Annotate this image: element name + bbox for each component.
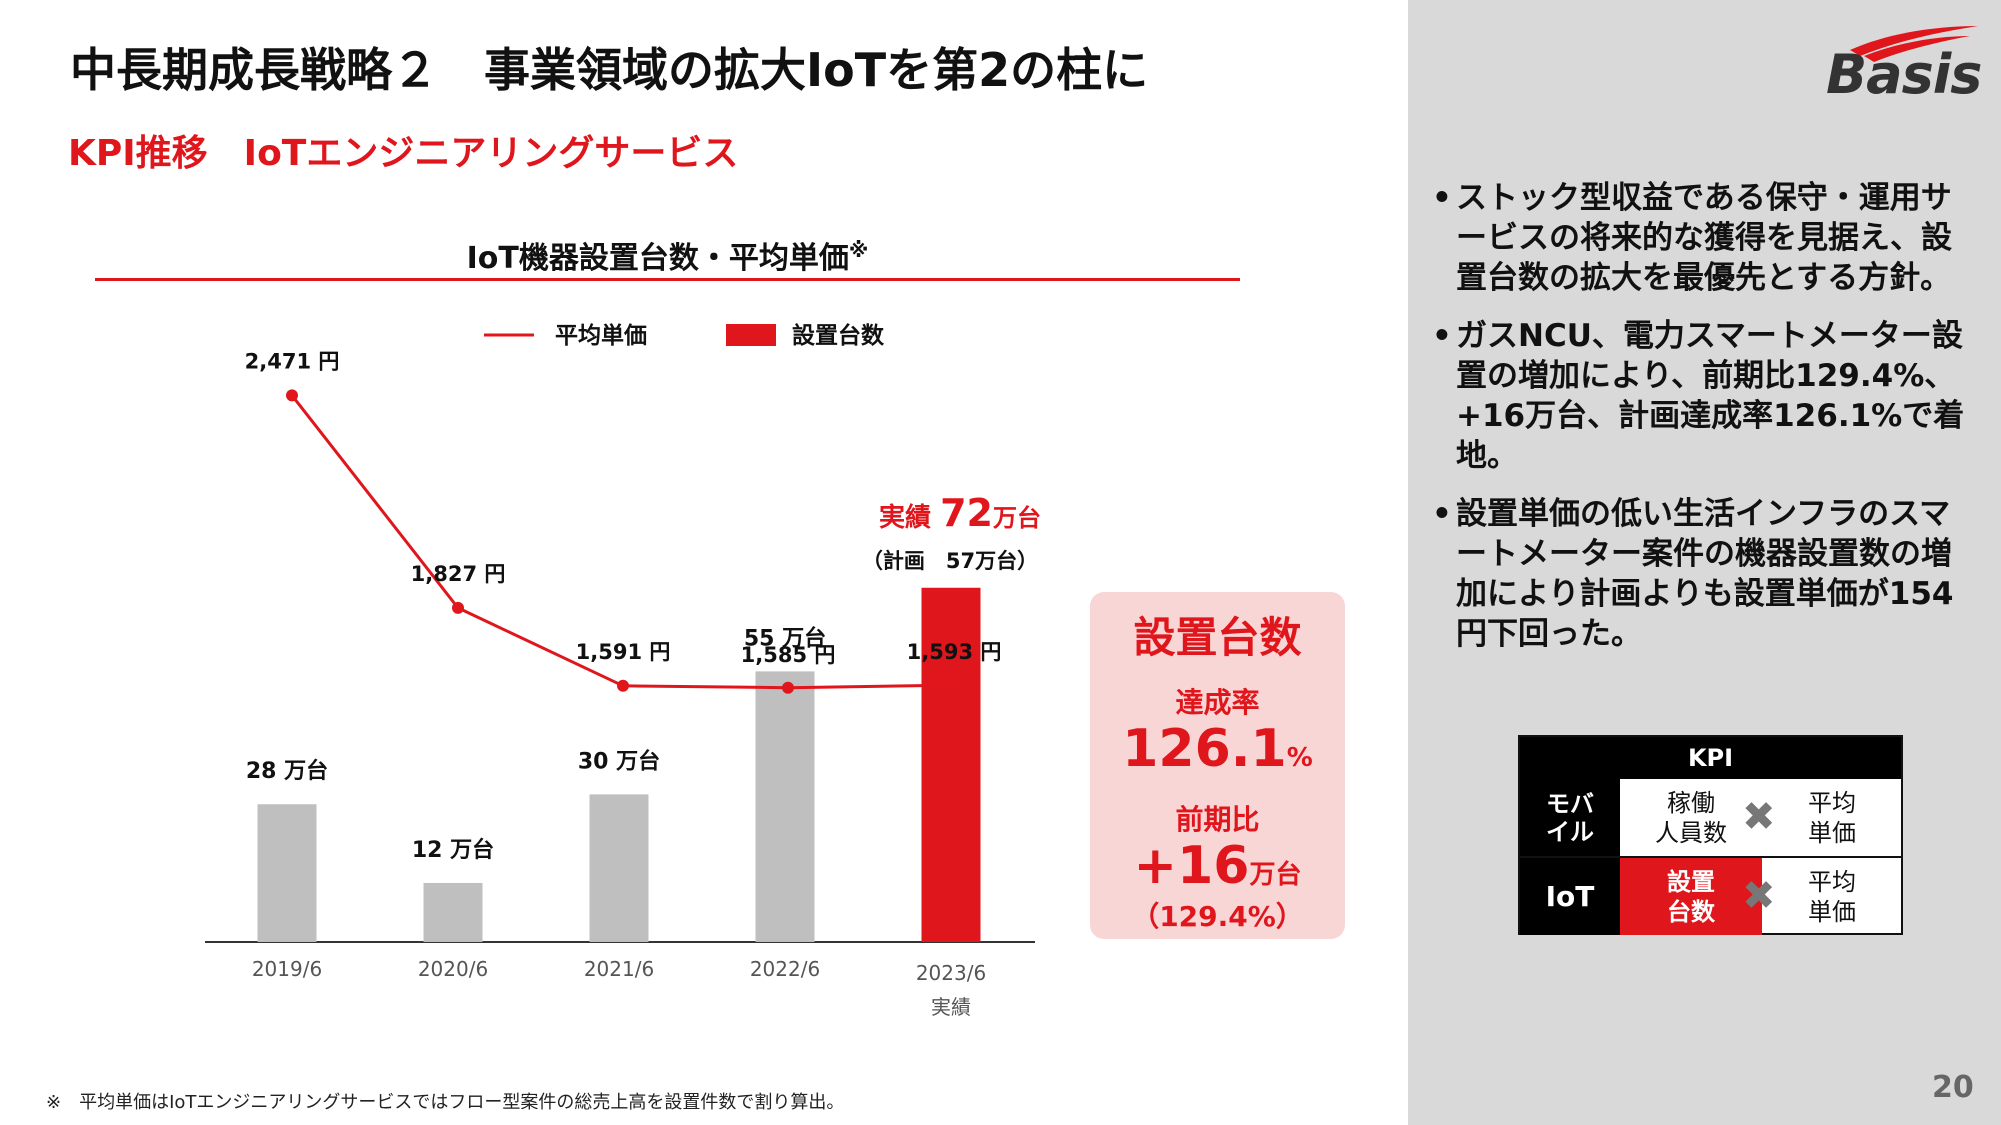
footnote: ※ 平均単価はIoTエンジニアリングサービスではフロー型案件の総売上高を設置件数… [46, 1092, 845, 1113]
bullet-list: ストック型収益である保守・運用サービスの将来的な獲得を見据え、設置台数の拡大を最… [1430, 178, 1975, 672]
bar [921, 587, 981, 942]
legend-line-label: 平均単価 [555, 322, 647, 349]
bar [257, 804, 317, 942]
line-point [782, 681, 794, 694]
line-value-label: 1,591 円 [576, 640, 671, 664]
times-icon: ✖ [1742, 873, 1776, 919]
bar-value-label: 28 万台 [246, 758, 328, 784]
bar-value-label: 12 万台 [412, 837, 494, 863]
legend-bar-label: 設置台数 [792, 322, 885, 349]
line-value-label: 1,585 円 [741, 643, 836, 667]
bullet-item: ガスNCU、電力スマートメーター設置の増加により、前期比129.4%、+16万台… [1430, 316, 1975, 476]
achievement-rate: 126.1% [1090, 719, 1345, 779]
kpi-row-label-iot: IoT [1520, 858, 1620, 935]
page-subtitle: KPI推移 IoTエンジニアリングサービス [68, 133, 739, 174]
line-point [948, 679, 960, 692]
kpi-cell-highlight: 設置 台数 [1620, 858, 1762, 935]
x-tick-label: 2022/6 [750, 957, 820, 981]
x-tick-label: 2023/6 [916, 961, 986, 985]
times-icon: ✖ [1742, 794, 1776, 840]
kpi-cell: 平均 単価 [1808, 867, 1856, 926]
page-number: 20 [1932, 1070, 1974, 1105]
chart-title-mark: ※ [848, 238, 869, 262]
kpi-table-row: IoT 設置 台数 平均 単価 ✖ [1520, 858, 1901, 935]
x-tick-sublabel: 実績 [931, 995, 971, 1019]
kpi-box-title: 設置台数 [1133, 613, 1302, 662]
logo: Basis [1826, 43, 1982, 106]
kpi-table: KPI モバ イル 稼働 人員数 平均 単価 ✖ IoT 設置 台数 平均 単価… [1518, 735, 1903, 935]
page-title: 中長期成長戦略２ 事業領域の拡大IoTを第2の柱に [70, 43, 1149, 97]
annotation-actual: 実績 72万台 [879, 491, 1041, 535]
line-point [617, 679, 629, 692]
bullet-item: ストック型収益である保守・運用サービスの将来的な獲得を見据え、設置台数の拡大を最… [1430, 178, 1975, 298]
x-tick-label: 2019/6 [252, 957, 322, 981]
bar [755, 671, 815, 942]
logo-swoosh-icon [1850, 26, 1978, 62]
line-value-label: 2,471 円 [245, 349, 340, 373]
kpi-cell: 平均 単価 [1808, 788, 1856, 847]
line-value-label: 1,827 円 [411, 562, 506, 586]
bar-value-label: 30 万台 [578, 748, 660, 774]
x-tick-label: 2021/6 [584, 957, 654, 981]
chart-title: IoT機器設置台数・平均単価※ [95, 233, 1240, 277]
legend-bar-swatch [726, 324, 776, 346]
chart-title-rule [95, 278, 1240, 281]
bar [423, 882, 483, 942]
bar-value-label: 55 万台 [744, 625, 826, 651]
yoy-unit: 万台 [1249, 860, 1302, 891]
chart: 28 万台 12 万台 30 万台 55 万台 2019/6 2020/6 2021/6 20… [205, 322, 1041, 1019]
kpi-table-header: KPI [1520, 737, 1901, 779]
achievement-label: 達成率 [1175, 686, 1260, 719]
yoy-change: +16万台 [1090, 838, 1345, 895]
annotation-plan: （計画 57万台） [862, 549, 1038, 573]
bullet-item: 設置単価の低い生活インフラのスマートメーター案件の機器設置数の増加により計画より… [1430, 494, 1975, 654]
x-tick-label: 2020/6 [418, 957, 488, 981]
line-point [452, 601, 464, 614]
kpi-cell: 稼働 人員数 [1655, 788, 1727, 847]
yoy-value: +16 [1133, 836, 1250, 897]
yoy-label: 前期比 [1175, 803, 1260, 837]
kpi-row-label-mobile: モバ イル [1520, 779, 1620, 856]
chart-title-text: IoT機器設置台数・平均単価 [466, 241, 849, 276]
line-point [286, 389, 298, 402]
line-value-label: 1,593 円 [907, 640, 1002, 664]
kpi-table-row: モバ イル 稼働 人員数 平均 単価 ✖ [1520, 779, 1901, 858]
yoy-pct: （129.4%） [1131, 900, 1304, 934]
kpi-summary-box: 設置台数 達成率 126.1% 前期比 +16万台 （129.4%） [1090, 592, 1345, 939]
achievement-value: 126.1 [1122, 719, 1287, 779]
bar [589, 794, 649, 942]
achievement-unit: % [1286, 743, 1313, 773]
